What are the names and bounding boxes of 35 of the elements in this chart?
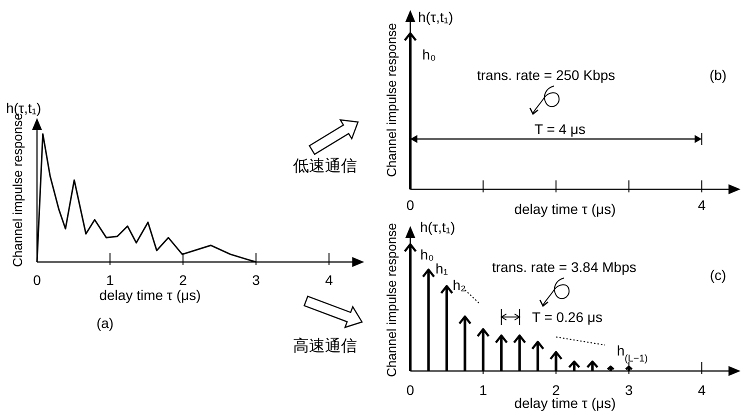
x-tick-label: 0 <box>33 272 42 288</box>
x-tick-label: 4 <box>698 382 706 398</box>
y-axis-title: Channel impulse response <box>10 113 25 267</box>
annotation: h₀ <box>420 246 434 262</box>
x-axis-title: delay time τ (μs) <box>99 287 201 303</box>
annotation: h$_{(L−1)}$ <box>616 342 648 364</box>
x-tick-label: 2 <box>552 382 560 398</box>
x-tick-label: 0 <box>406 197 414 213</box>
annotation: h₁ <box>436 260 448 277</box>
text: h(τ,t₁) <box>418 9 454 25</box>
x-tick-label: 1 <box>106 272 114 288</box>
text: h(τ,t₁) <box>420 219 456 235</box>
x-tick-label: 0 <box>406 382 414 398</box>
x-tick-label: 1 <box>479 382 488 398</box>
text: 高速通信 <box>293 337 357 355</box>
x-tick-label: 4 <box>325 272 334 288</box>
x-axis-title: delay time τ (μs) <box>514 201 616 217</box>
y-axis-title: Channel impulse response <box>384 23 399 177</box>
annotation: h₂ <box>452 277 466 294</box>
x-axis-title: delay time τ (μs) <box>514 395 616 411</box>
text: (b) <box>709 67 727 83</box>
x-tick-label: 3 <box>624 382 633 398</box>
x-tick-label: 2 <box>179 272 188 288</box>
annotation: T = 0.26 μs <box>532 309 602 325</box>
text: (c) <box>710 267 726 283</box>
text: (a) <box>96 315 114 331</box>
annotation: trans. rate = 3.84 Mbps <box>492 259 636 275</box>
x-tick-label: 3 <box>252 272 260 288</box>
annotation: h₀ <box>422 46 436 62</box>
x-tick-label: 4 <box>698 197 706 213</box>
text: h(τ,t₁) <box>6 100 42 116</box>
annotation: 低速通信 <box>293 157 357 175</box>
y-axis-title: Channel impulse response <box>384 223 399 377</box>
annotation: trans. rate = 250 Kbps <box>477 67 616 83</box>
annotation: T = 4 μs <box>534 121 586 137</box>
